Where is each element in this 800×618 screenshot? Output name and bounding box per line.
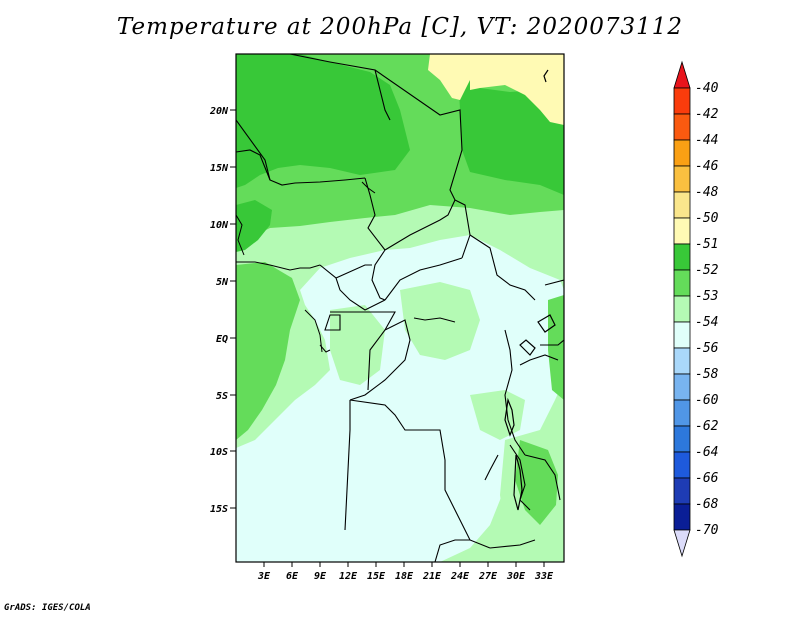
colorbar-label: -68 <box>695 497 719 512</box>
colorbar-label: -42 <box>695 107 719 122</box>
colorbar-swatch <box>673 321 691 349</box>
colorbar-label: -70 <box>695 523 719 538</box>
lon-label: 15E <box>367 571 386 582</box>
colorbar-swatch <box>673 373 691 401</box>
lat-label: 10N <box>210 220 229 231</box>
colorbar-label: -58 <box>695 367 719 382</box>
colorbar-swatch <box>673 295 691 323</box>
lon-label: 21E <box>422 571 442 582</box>
colorbar-top-arrow <box>673 60 691 89</box>
field-green-east-edge <box>548 295 564 400</box>
colorbar-label: -46 <box>695 159 719 174</box>
field-dark-green-nw <box>236 54 410 188</box>
colorbar-label: -53 <box>695 289 718 304</box>
colorbar-label: -62 <box>695 419 719 434</box>
lon-label: 12E <box>339 571 358 582</box>
colorbar-swatch <box>673 399 691 427</box>
colorbar-swatch <box>673 217 691 245</box>
colorbar-label: -50 <box>695 211 719 226</box>
colorbar-swatch <box>673 269 691 297</box>
lakes <box>504 69 556 511</box>
lon-label: 3E <box>257 571 271 582</box>
coastlines <box>236 181 456 353</box>
field-green-island-1 <box>400 282 480 360</box>
field-green-island-3 <box>330 305 385 385</box>
colorbar-swatch <box>673 503 691 531</box>
colorbar-swatch <box>673 451 691 479</box>
colorbar-swatch <box>673 165 691 193</box>
field-pale-cyan-main <box>236 235 564 562</box>
field-green-island-2 <box>470 390 525 440</box>
colorbar-label: -51 <box>695 237 718 252</box>
colorbar-swatch <box>673 191 691 219</box>
colorbar-swatch <box>673 87 691 115</box>
lon-label: 30E <box>506 571 526 582</box>
colorbar-swatch <box>673 425 691 453</box>
lon-label: 18E <box>395 571 414 582</box>
colorbar-label: -60 <box>695 393 719 408</box>
colorbar-label: -52 <box>695 263 719 278</box>
lon-label: 9E <box>314 571 327 582</box>
colorbar-label: -54 <box>695 315 718 330</box>
field-dark-green-north <box>236 54 564 195</box>
map-frame <box>235 53 565 563</box>
lat-axis: 20N 15N 10N 5N EQ 5S 10S 15S <box>209 106 236 515</box>
colorbar-swatch <box>673 139 691 167</box>
colorbar-swatch <box>673 347 691 375</box>
lat-label: 10S <box>210 447 228 458</box>
colorbar-swatch <box>673 113 691 141</box>
colorbar-bottom-arrow <box>673 529 691 558</box>
lon-label: 6E <box>286 571 299 582</box>
field-dark-green-west <box>236 200 272 252</box>
field-green-se-dark <box>515 440 558 525</box>
colorbar-labels: -40 -42 -44 -46 -48 -50 -51 -52 -53 -54 … <box>695 81 719 538</box>
lat-label: 20N <box>209 106 229 117</box>
lat-label: 5N <box>216 277 229 288</box>
field-green-west <box>236 262 300 440</box>
colorbar-swatch <box>673 477 691 505</box>
lon-label: 27E <box>478 571 498 582</box>
colorbar-label: -64 <box>695 445 718 460</box>
map-field <box>236 54 564 562</box>
colorbar <box>673 60 691 558</box>
lon-axis: 3E 6E 9E 12E 15E 18E 21E 24E 27E 30E 33E <box>257 562 554 582</box>
lon-label: 24E <box>450 571 470 582</box>
colorbar-label: -40 <box>695 81 719 96</box>
lat-label: 15S <box>210 504 228 515</box>
page-title: Temperature at 200hPa [C], VT: 202007311… <box>116 14 684 40</box>
colorbar-label: -44 <box>695 133 718 148</box>
country-borders <box>236 54 564 562</box>
colorbar-swatch <box>673 243 691 271</box>
colorbar-label: -48 <box>695 185 719 200</box>
lon-label: 33E <box>534 571 554 582</box>
field-yellow-top-right <box>470 54 564 125</box>
credit-text: GrADS: IGES/COLA <box>4 603 91 613</box>
colorbar-label: -56 <box>695 341 719 356</box>
lat-label: 15N <box>210 163 229 174</box>
lat-label: 5S <box>216 391 228 402</box>
field-yellow-ne <box>428 54 470 100</box>
colorbar-label: -66 <box>695 471 719 486</box>
lat-label: EQ <box>216 334 228 345</box>
